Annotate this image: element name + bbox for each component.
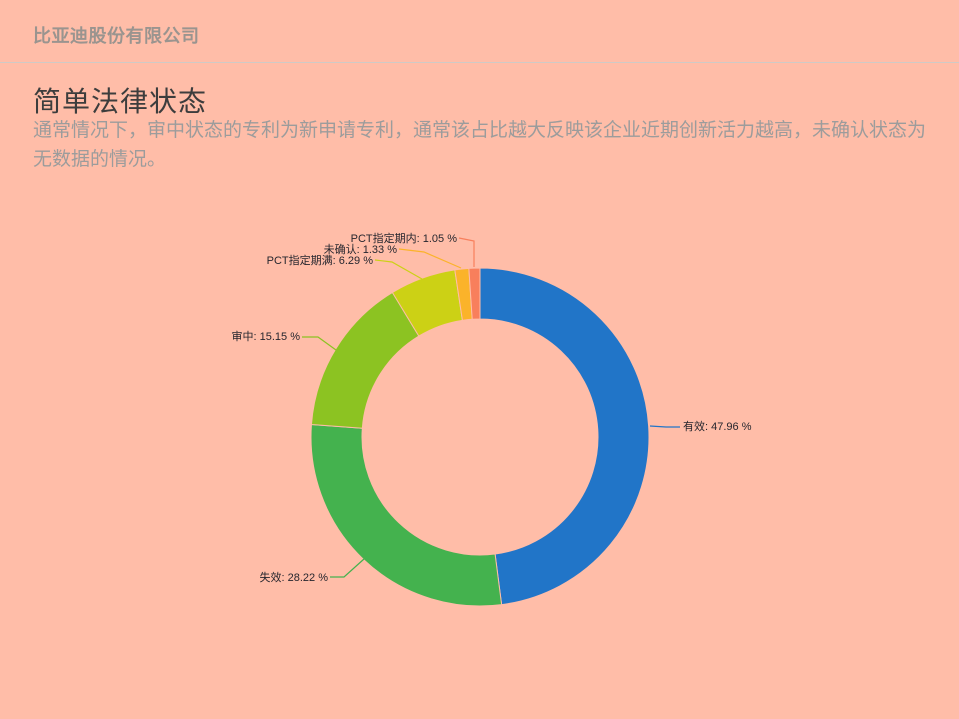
leader-line-有效 <box>649 425 680 428</box>
leader-line-失效 <box>330 558 365 578</box>
slice-label-未确认: 未确认: 1.33 % <box>323 244 397 256</box>
company-name: 比亚迪股份有限公司 <box>33 26 200 46</box>
leader-lines <box>302 237 680 578</box>
pie-slice-PCT指定期内[interactable] <box>468 267 481 320</box>
slice-label-审中: 审中: 15.15 % <box>231 331 300 343</box>
slice-label-PCT指定期内: PCT指定期内: 1.05 % <box>350 233 457 245</box>
donut-slices <box>310 267 650 607</box>
pie-slice-失效[interactable] <box>310 423 503 607</box>
leader-line-未确认 <box>398 248 462 269</box>
leader-line-PCT指定期内 <box>458 237 475 267</box>
section-description: 通常情况下，审中状态的专利为新申请专利，通常该占比越大反映该企业近期创新活力越高… <box>33 120 927 170</box>
page-title: 简单法律状态 <box>33 86 208 117</box>
leader-line-PCT指定期满 <box>374 259 423 280</box>
header-divider <box>0 62 959 63</box>
slice-label-PCT指定期满: PCT指定期满: 6.29 % <box>266 255 373 267</box>
leader-line-审中 <box>302 336 337 351</box>
pie-slice-审中[interactable] <box>310 291 420 429</box>
slice-label-失效: 失效: 28.22 % <box>259 572 328 584</box>
pie-slice-有效[interactable] <box>479 267 650 606</box>
slice-label-有效: 有效: 47.96 % <box>683 421 752 433</box>
